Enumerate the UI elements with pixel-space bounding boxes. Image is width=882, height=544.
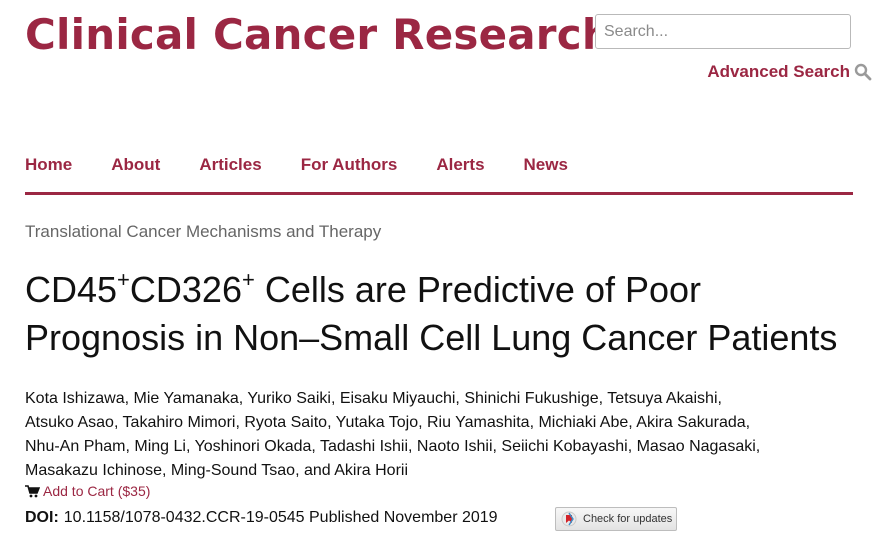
nav-home[interactable]: Home [25,155,73,174]
crossmark-icon [561,511,577,527]
add-to-cart-label: Add to Cart ($35) [43,483,151,499]
advanced-search-link[interactable]: Advanced Search [707,62,872,82]
cart-icon [25,484,40,497]
article-section: Translational Cancer Mechanisms and Ther… [25,222,382,241]
author-list: Kota Ishizawa, Mie Yamanaka, Yuriko Saik… [25,387,865,483]
nav-articles[interactable]: Articles [199,155,262,174]
author-line: Nhu-An Pham, Ming Li, Yoshinori Okada, T… [25,438,761,455]
author-line: Atsuko Asao, Takahiro Mimori, Ryota Sait… [25,414,751,431]
main-nav: Home About Articles For Authors Alerts N… [25,155,853,195]
author-line: Masakazu Ichinose, Ming-Sound Tsao, and … [25,462,409,479]
article-title: CD45+CD326+ Cells are Predictive of Poor… [25,267,838,359]
author-line: Kota Ishizawa, Mie Yamanaka, Yuriko Saik… [25,390,722,407]
add-to-cart-link[interactable]: Add to Cart ($35) [25,483,150,499]
nav-news[interactable]: News [523,155,568,174]
check-for-updates-button[interactable]: Check for updates [555,507,677,531]
nav-alerts[interactable]: Alerts [436,155,485,174]
doi-label: DOI: [25,509,59,526]
doi-line: DOI: 10.1158/1078-0432.CCR-19-0545 Publi… [25,509,498,527]
doi-value: 10.1158/1078-0432.CCR-19-0545 Published … [63,509,498,526]
site-logo[interactable]: Clinical Cancer Research [25,10,612,59]
advanced-search-label: Advanced Search [707,62,850,81]
nav-for-authors[interactable]: For Authors [300,155,398,174]
magnifier-icon [854,63,872,81]
search-input[interactable] [595,14,851,49]
check-for-updates-label: Check for updates [583,513,673,525]
nav-about[interactable]: About [111,155,161,174]
